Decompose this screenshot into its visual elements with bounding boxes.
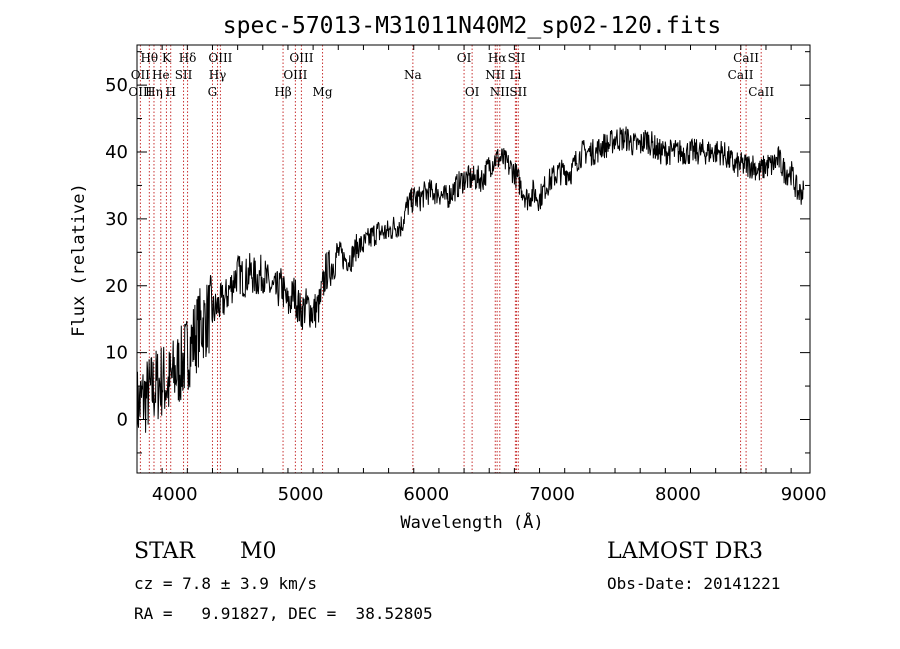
line-label-15: NII: [485, 68, 505, 82]
y-tick-label-30: 30: [105, 209, 128, 230]
line-label-5: OI: [457, 51, 472, 65]
obs-date: Obs-Date: 20141221: [607, 574, 781, 593]
line-label-16: Li: [509, 68, 521, 82]
line-label-0: Hθ: [140, 51, 158, 65]
line-label-18: OIII: [128, 85, 152, 99]
redshift-readout: cz = 7.8 ± 3.9 km/s: [134, 574, 318, 593]
y-tick-label-40: 40: [105, 142, 128, 163]
plot-frame: [136, 44, 811, 474]
x-tick-label-6000: 6000: [403, 484, 449, 505]
line-label-7: SII: [508, 51, 526, 65]
line-label-23: Mg: [313, 85, 333, 99]
line-label-25: NII: [490, 85, 510, 99]
line-label-19: Hη: [145, 85, 163, 99]
y-axis-label: Flux (relative): [69, 183, 89, 337]
line-label-14: Na: [404, 68, 422, 82]
spectrum-line: [136, 126, 805, 447]
line-label-22: Hβ: [274, 85, 291, 99]
x-tick-label-4000: 4000: [152, 484, 198, 505]
object-subclass: M0: [240, 539, 277, 564]
y-tick-label-10: 10: [105, 343, 128, 364]
line-label-21: G: [208, 85, 218, 99]
object-class: STAR: [134, 539, 195, 564]
x-tick-label-8000: 8000: [655, 484, 701, 505]
x-tick-label-5000: 5000: [278, 484, 324, 505]
survey-name: LAMOST DR3: [607, 539, 763, 564]
line-label-20: H: [165, 85, 175, 99]
x-tick-label-9000: 9000: [781, 484, 827, 505]
line-label-13: OIII: [283, 68, 307, 82]
chart-title: spec-57013-M31011N40M2_sp02-120.fits: [223, 13, 722, 39]
line-label-26: SII: [509, 85, 527, 99]
line-label-17: CaII: [728, 68, 754, 82]
line-label-10: He: [152, 68, 170, 82]
x-axis-ticks: 4000 5000 6000 7000 8000 9000: [136, 45, 827, 505]
line-label-11: SII: [175, 68, 193, 82]
line-markers: [139, 45, 762, 473]
line-label-24: OI: [465, 85, 480, 99]
coordinates-readout: RA = 9.91827, DEC = 38.52805: [134, 604, 433, 623]
line-label-6: Hα: [488, 51, 507, 65]
x-axis-label: Wavelength (Å): [400, 511, 543, 533]
y-tick-label-50: 50: [105, 75, 128, 96]
y-axis-ticks: 0 10 20 30 40 50: [105, 51, 810, 454]
line-label-2: Hδ: [179, 51, 197, 65]
line-label-4: OIII: [289, 51, 313, 65]
line-label-8: CaII: [733, 51, 759, 65]
line-label-12: Hγ: [209, 68, 227, 82]
line-label-1: K: [162, 51, 172, 65]
line-label-3: OIII: [208, 51, 232, 65]
line-label-27: CaII: [748, 85, 774, 99]
y-tick-label-20: 20: [105, 276, 128, 297]
y-tick-label-0: 0: [117, 410, 128, 431]
x-tick-label-7000: 7000: [529, 484, 575, 505]
line-label-9: OII: [131, 68, 151, 82]
